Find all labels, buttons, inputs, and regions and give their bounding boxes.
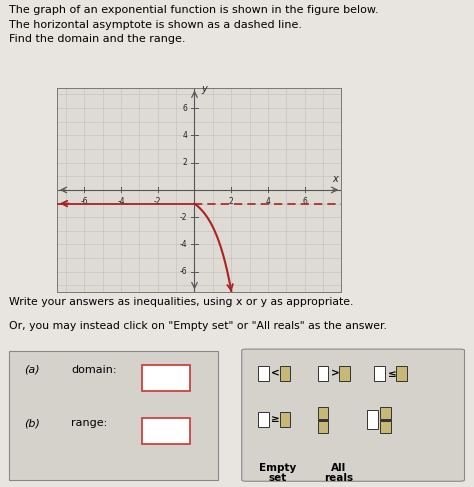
Text: 4: 4 — [265, 197, 270, 206]
Text: All
reals: All reals — [324, 463, 354, 484]
FancyBboxPatch shape — [396, 366, 407, 381]
Text: -6: -6 — [180, 267, 187, 276]
Text: y: y — [201, 84, 207, 94]
FancyBboxPatch shape — [374, 366, 385, 381]
Text: range:: range: — [71, 418, 107, 428]
FancyBboxPatch shape — [242, 349, 465, 481]
FancyBboxPatch shape — [318, 421, 328, 433]
FancyBboxPatch shape — [380, 421, 391, 433]
Text: (a): (a) — [24, 365, 39, 375]
Text: x: x — [332, 174, 338, 184]
Text: <: < — [271, 369, 280, 378]
FancyBboxPatch shape — [9, 351, 218, 480]
Text: 6: 6 — [302, 197, 307, 206]
Text: 2: 2 — [182, 158, 187, 167]
FancyBboxPatch shape — [318, 407, 328, 419]
Text: -2: -2 — [180, 213, 187, 222]
FancyBboxPatch shape — [142, 365, 190, 391]
FancyBboxPatch shape — [258, 366, 269, 381]
Text: 6: 6 — [182, 104, 187, 112]
Text: (b): (b) — [24, 418, 39, 428]
FancyBboxPatch shape — [280, 366, 291, 381]
FancyBboxPatch shape — [318, 366, 328, 381]
Text: ≥: ≥ — [271, 414, 280, 425]
Text: -2: -2 — [154, 197, 162, 206]
Text: domain:: domain: — [71, 365, 117, 375]
Text: Empty
set: Empty set — [259, 463, 296, 484]
Text: ≤: ≤ — [387, 369, 396, 378]
FancyBboxPatch shape — [367, 411, 378, 429]
Text: Or, you may instead click on "Empty set" or "All reals" as the answer.: Or, you may instead click on "Empty set"… — [9, 321, 387, 331]
FancyBboxPatch shape — [258, 412, 269, 427]
Text: -4: -4 — [117, 197, 125, 206]
Text: >: > — [330, 369, 339, 378]
FancyBboxPatch shape — [339, 366, 350, 381]
Text: The graph of an exponential function is shown in the figure below.
The horizonta: The graph of an exponential function is … — [9, 5, 379, 44]
Text: 4: 4 — [182, 131, 187, 140]
Text: -6: -6 — [81, 197, 88, 206]
FancyBboxPatch shape — [142, 418, 190, 444]
FancyBboxPatch shape — [280, 412, 291, 427]
Text: Write your answers as inequalities, using x or y as appropriate.: Write your answers as inequalities, usin… — [9, 297, 354, 307]
Text: -4: -4 — [180, 240, 187, 249]
Text: 2: 2 — [229, 197, 234, 206]
FancyBboxPatch shape — [380, 407, 391, 419]
